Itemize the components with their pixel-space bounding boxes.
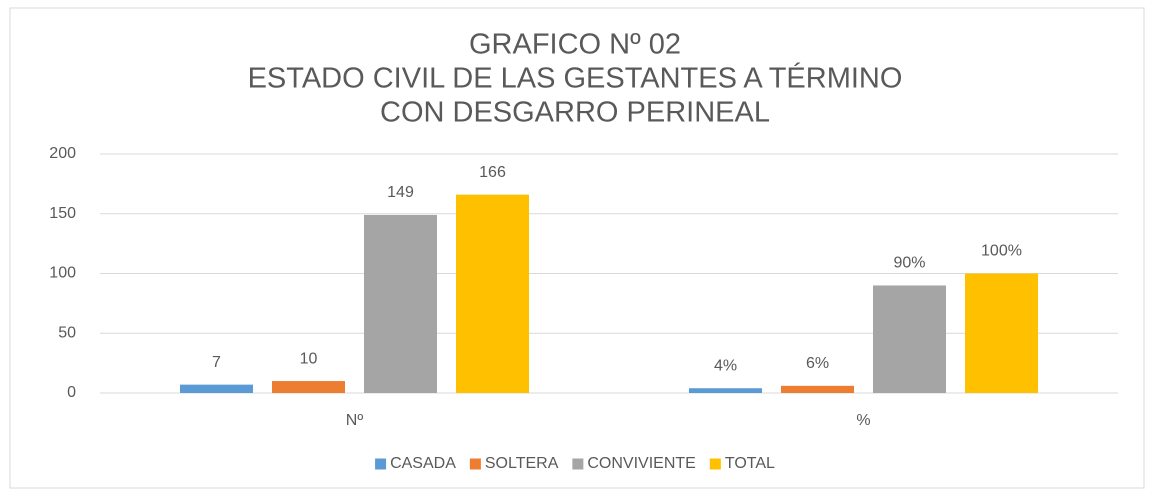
legend-swatch bbox=[709, 458, 721, 470]
data-label: 166 bbox=[479, 164, 506, 181]
bar bbox=[272, 381, 345, 393]
bar bbox=[689, 388, 762, 393]
bar bbox=[873, 285, 946, 393]
legend-swatch bbox=[572, 458, 584, 470]
data-label: 149 bbox=[387, 184, 414, 201]
legend-label: SOLTERA bbox=[485, 455, 559, 472]
bar bbox=[456, 194, 529, 393]
bar bbox=[180, 384, 253, 393]
bar bbox=[781, 385, 854, 393]
data-label: 7 bbox=[212, 354, 221, 371]
chart-title: ESTADO CIVIL DE LAS GESTANTES A TÉRMINO bbox=[248, 62, 903, 95]
bar bbox=[965, 273, 1038, 393]
legend-swatch bbox=[375, 458, 387, 470]
x-tick-label: Nº bbox=[346, 412, 364, 429]
data-label: 90% bbox=[893, 255, 925, 272]
data-label: 6% bbox=[806, 355, 829, 372]
data-label: 100% bbox=[981, 243, 1022, 260]
data-label: 4% bbox=[714, 357, 737, 374]
chart-frame bbox=[9, 7, 1145, 489]
chart-title: CON DESGARRO PERINEAL bbox=[380, 97, 770, 129]
y-tick-label: 150 bbox=[49, 205, 76, 222]
x-tick-label: % bbox=[856, 412, 870, 429]
y-tick-label: 100 bbox=[49, 265, 76, 282]
chart-title: GRAFICO Nº 02 bbox=[469, 29, 681, 61]
bar bbox=[364, 214, 437, 393]
legend-swatch bbox=[469, 458, 481, 470]
legend-label: CASADA bbox=[390, 455, 456, 472]
data-label: 10 bbox=[300, 350, 318, 367]
legend-label: TOTAL bbox=[725, 455, 775, 472]
y-tick-label: 0 bbox=[67, 384, 76, 401]
y-tick-label: 50 bbox=[58, 324, 76, 341]
legend-label: CONVIVIENTE bbox=[587, 455, 695, 472]
y-tick-label: 200 bbox=[49, 145, 76, 162]
